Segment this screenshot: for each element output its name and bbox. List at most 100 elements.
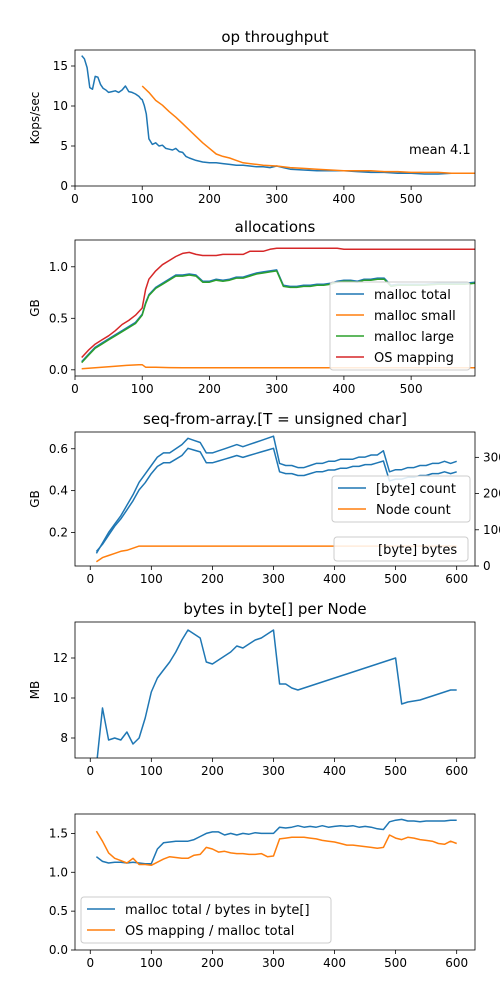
x-tick-label: 200 bbox=[198, 382, 221, 396]
legend-label: OS mapping bbox=[374, 351, 454, 366]
x-tick-label: 300 bbox=[262, 764, 285, 778]
legend-box bbox=[333, 536, 469, 562]
plot-area bbox=[95, 818, 457, 867]
x-tick-label: 500 bbox=[384, 764, 407, 778]
x-tick-label: 400 bbox=[323, 764, 346, 778]
y-axis-label: GB bbox=[28, 299, 42, 317]
series-line--byte-count bbox=[95, 435, 457, 554]
y2-tick-label: 300 bbox=[483, 450, 500, 464]
x-tick-label: 600 bbox=[445, 572, 468, 586]
axes-frame bbox=[74, 621, 476, 759]
axes-frame bbox=[74, 239, 476, 377]
x-tick-label: 100 bbox=[140, 572, 163, 586]
series-line-os-mapping-malloc-total bbox=[95, 830, 457, 867]
y-tick-label: 10 bbox=[53, 99, 68, 113]
legend-box bbox=[329, 281, 471, 371]
chart-title: allocations bbox=[235, 218, 316, 236]
y2-tick-label: 200 bbox=[483, 487, 500, 501]
x-tick-label: 100 bbox=[140, 956, 163, 970]
x-tick-label: 0 bbox=[71, 192, 79, 206]
x-tick-label: 400 bbox=[332, 192, 355, 206]
chart-1: 0 100 200 300 400 500 0 5 10 15 op throughput Kops/… bbox=[28, 28, 476, 206]
y-tick-label: 0.5 bbox=[49, 311, 68, 325]
x-tick-label: 300 bbox=[265, 192, 288, 206]
x-tick-label: 400 bbox=[332, 382, 355, 396]
x-tick-label: 200 bbox=[201, 956, 224, 970]
x-tick-label: 200 bbox=[201, 764, 224, 778]
x-tick-label: 0 bbox=[71, 382, 79, 396]
chart-title: op throughput bbox=[221, 28, 328, 46]
x-tick-label: 200 bbox=[201, 572, 224, 586]
legend-box bbox=[331, 475, 471, 523]
y-tick-label: 1.0 bbox=[49, 865, 68, 879]
series-line-1 bbox=[96, 629, 457, 758]
chart-5: 0 100 200 300 400 500 600 0.0 0.5 1.0 1.5 malloc to… bbox=[49, 813, 476, 970]
axes-frame bbox=[74, 813, 476, 951]
chart-title: bytes in byte[] per Node bbox=[183, 600, 366, 618]
x-tick-label: 300 bbox=[262, 572, 285, 586]
x-tick-label: 300 bbox=[262, 956, 285, 970]
x-tick-label: 0 bbox=[86, 764, 94, 778]
y-axis-label: GB bbox=[28, 490, 42, 508]
legend: malloc total malloc small malloc large OS m… bbox=[329, 281, 471, 371]
y-axis-label: MB bbox=[28, 681, 42, 700]
chart-3: 0 100 200 300 400 500 600 0.2 0.4 0.6 0 100 200 300 se… bbox=[28, 410, 500, 586]
x-tick-label: 300 bbox=[265, 382, 288, 396]
y-tick-label: 5 bbox=[60, 139, 68, 153]
x-tick-label: 400 bbox=[323, 572, 346, 586]
series-line-os-mapping bbox=[81, 247, 475, 359]
y-tick-label: 12 bbox=[53, 651, 68, 665]
y-tick-label: 0.6 bbox=[49, 442, 68, 456]
legend-label: [byte] bytes bbox=[378, 543, 457, 558]
x-tick-label: 500 bbox=[384, 956, 407, 970]
plot-area bbox=[96, 629, 457, 758]
y-axis-label: Kops/sec bbox=[28, 92, 42, 145]
y-tick-label: 0.0 bbox=[49, 943, 68, 957]
y-tick-label: 0.5 bbox=[49, 904, 68, 918]
series-line-2 bbox=[141, 85, 475, 174]
legend-label: malloc small bbox=[374, 309, 456, 324]
x-tick-label: 600 bbox=[445, 956, 468, 970]
legend-label: malloc total bbox=[374, 288, 451, 303]
series-line-malloc-total-bytes-in-byte- bbox=[95, 818, 457, 865]
y-tick-label: 8 bbox=[60, 731, 68, 745]
y2-tick-label: 100 bbox=[483, 523, 500, 537]
y-tick-label: 1.5 bbox=[49, 826, 68, 840]
annotation-text: mean 4.1 bbox=[409, 143, 471, 158]
x-tick-label: 500 bbox=[384, 572, 407, 586]
axes-frame bbox=[74, 49, 476, 187]
legend-label: malloc total / bytes in byte[] bbox=[125, 903, 310, 918]
legend-label: Node count bbox=[376, 503, 451, 518]
x-tick-label: 100 bbox=[131, 192, 154, 206]
legend-right-axis: [byte] bytes bbox=[333, 536, 469, 562]
chart-4: 0 100 200 300 400 500 600 8 10 12 bytes in byte[] … bbox=[28, 600, 476, 778]
y-tick-label: 10 bbox=[53, 691, 68, 705]
plot-area bbox=[81, 247, 475, 370]
x-tick-label: 200 bbox=[198, 192, 221, 206]
y-tick-label: 0 bbox=[60, 179, 68, 193]
legend: [byte] count Node count bbox=[331, 475, 471, 523]
x-tick-label: 600 bbox=[445, 764, 468, 778]
y-tick-label: 0.0 bbox=[49, 363, 68, 377]
x-tick-label: 100 bbox=[131, 382, 154, 396]
x-tick-label: 0 bbox=[86, 572, 94, 586]
x-tick-label: 400 bbox=[323, 956, 346, 970]
y2-tick-label: 0 bbox=[483, 559, 491, 573]
legend-box bbox=[80, 896, 332, 944]
series-line-malloc-large bbox=[81, 270, 475, 364]
legend-label: malloc large bbox=[374, 330, 454, 345]
legend-label: OS mapping / malloc total bbox=[125, 924, 294, 939]
y-tick-label: 0.4 bbox=[49, 484, 68, 498]
x-tick-label: 0 bbox=[86, 956, 94, 970]
y-tick-label: 0.2 bbox=[49, 526, 68, 540]
x-tick-label: 100 bbox=[140, 764, 163, 778]
y-tick-label: 15 bbox=[53, 59, 68, 73]
y-tick-label: 1.0 bbox=[49, 260, 68, 274]
axes-frame bbox=[74, 431, 476, 567]
chart-2: 0 100 200 300 400 500 0.0 0.5 1.0 allocations GB ma… bbox=[28, 218, 476, 396]
legend-label: [byte] count bbox=[376, 482, 456, 497]
chart-title: seq-from-array.[T = unsigned char] bbox=[143, 410, 407, 428]
legend: malloc total / bytes in byte[] OS mapping… bbox=[80, 896, 332, 944]
x-tick-label: 500 bbox=[400, 382, 423, 396]
